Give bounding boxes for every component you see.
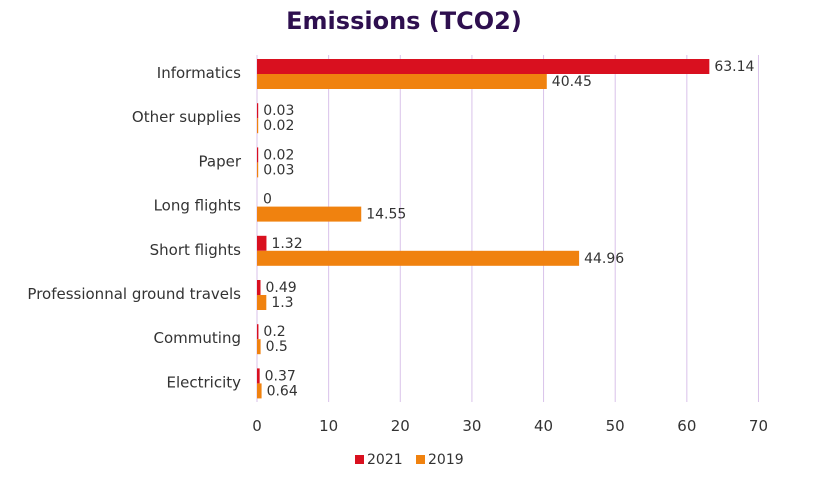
bar-2019 (257, 206, 362, 222)
category-label: Short flights (150, 241, 242, 259)
x-tick-label: 60 (677, 417, 696, 435)
data-label: 63.14 (714, 59, 754, 75)
bar-2019 (257, 118, 259, 134)
bar-2019 (257, 295, 267, 310)
category-label: Long flights (154, 197, 242, 215)
data-label: 0.64 (267, 383, 298, 399)
data-label: 0.5 (266, 339, 288, 355)
bars (257, 59, 710, 399)
bar-2021 (257, 59, 710, 74)
bar-2019 (257, 162, 259, 178)
bar-2021 (257, 103, 259, 119)
data-label: 0.03 (263, 103, 294, 119)
category-label: Commuting (154, 329, 241, 347)
data-label: 14.55 (366, 207, 406, 223)
bar-2019 (257, 339, 261, 355)
data-label: 0.02 (263, 147, 294, 163)
data-label: 44.96 (584, 251, 624, 267)
legend-label: 2021 (367, 452, 403, 468)
bar-2021 (257, 368, 260, 384)
data-label: 0.02 (263, 118, 294, 134)
category-label: Professionnal ground travels (27, 285, 241, 303)
x-tick-label: 30 (462, 417, 481, 435)
x-tick-label: 40 (534, 417, 553, 435)
category-labels: Informatics Other supplies Paper Long fligh… (27, 64, 241, 391)
data-label: 1.32 (271, 236, 302, 252)
x-tick-label: 70 (749, 417, 768, 435)
x-tick-label: 20 (391, 417, 410, 435)
value-labels: 63.1440.450.030.020.020.03014.551.3244.9… (263, 59, 755, 399)
legend-swatch-2019 (416, 455, 425, 464)
data-label: 0 (263, 192, 272, 208)
legend: 2021 2019 (355, 452, 464, 468)
legend-label: 2019 (428, 452, 464, 468)
legend-swatch-2021 (355, 455, 364, 464)
category-label: Other supplies (132, 108, 241, 126)
chart-title: Emissions (TCO2) (286, 7, 522, 35)
x-tick-label: 0 (252, 417, 262, 435)
bar-2021 (257, 280, 261, 295)
bar-2019 (257, 383, 262, 399)
x-tick-label: 50 (606, 417, 625, 435)
data-label: 0.03 (263, 162, 294, 178)
category-label: Paper (199, 152, 242, 170)
bar-2021 (257, 147, 259, 163)
x-tick-label: 10 (319, 417, 338, 435)
bar-2021 (257, 235, 267, 251)
bar-2019 (257, 250, 580, 266)
data-label: 40.45 (552, 74, 592, 90)
data-label: 0.2 (263, 324, 285, 340)
data-label: 1.3 (271, 295, 293, 311)
category-label: Informatics (157, 64, 241, 82)
x-axis-ticks: 0 10 20 30 40 50 60 70 (252, 417, 768, 435)
data-label: 0.37 (265, 368, 296, 384)
category-label: Electricity (166, 373, 241, 391)
data-label: 0.49 (266, 280, 297, 296)
grid-lines (256, 55, 759, 402)
bar-2019 (257, 74, 547, 89)
bar-2021 (257, 324, 259, 340)
